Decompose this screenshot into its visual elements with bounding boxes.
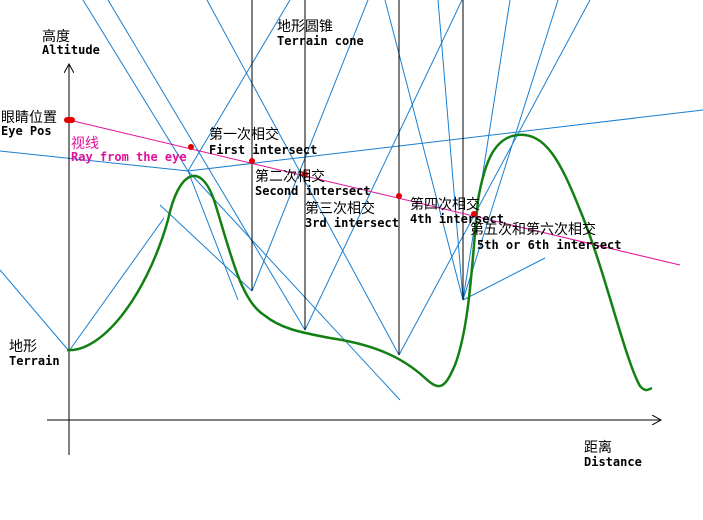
intersect-3-label-en: 3rd intersect <box>305 216 399 230</box>
intersect-2-label-en: Second intersect <box>255 184 371 198</box>
terrain-curve <box>66 133 653 392</box>
intersect-4-label-zh: 第四次相交 <box>410 196 480 213</box>
cone-line <box>187 0 291 172</box>
cone-label-zh: 地形圆锥 <box>277 19 333 35</box>
cone-line <box>0 269 70 352</box>
cone-line <box>159 204 253 292</box>
cone-line <box>384 0 464 301</box>
cone-line <box>462 257 546 301</box>
cone-line <box>82 0 189 172</box>
intersect-5-label-zh: 第五次和第六次相交 <box>470 221 596 238</box>
x-axis-label-zh: 距离 <box>584 439 612 456</box>
ray-label-en: Ray from the eye <box>71 150 187 164</box>
cone-line <box>187 170 401 401</box>
eye-label-zh: 眼睛位置 <box>1 110 57 126</box>
cone-line <box>107 0 306 331</box>
cone-line <box>437 0 464 301</box>
terrain-label-zh: 地形 <box>9 339 37 355</box>
intersect-point-1 <box>188 144 194 150</box>
intersect-1-label-zh: 第一次相交 <box>209 126 279 143</box>
cone-line <box>462 0 511 301</box>
x-axis-label-en: Distance <box>584 455 642 469</box>
vertical-lines <box>251 0 464 355</box>
cone-line <box>462 0 559 301</box>
cone-line <box>0 150 189 172</box>
terrain-label-en: Terrain <box>9 354 60 368</box>
intersect-1-label-en: First intersect <box>209 143 317 157</box>
cone-line <box>187 109 703 172</box>
cone-line <box>251 0 369 292</box>
intersect-3-label-zh: 第三次相交 <box>305 200 375 217</box>
intersect-4-label-en: 4th intersect <box>410 212 504 226</box>
intersect-point-2 <box>249 158 255 164</box>
intersect-point-5 <box>471 211 477 217</box>
ray-label-zh: 视线 <box>71 136 99 152</box>
intersect-2-label-zh: 第二次相交 <box>255 168 325 185</box>
intersect-point-4 <box>396 193 402 199</box>
intersect-points <box>188 144 477 217</box>
cone-line <box>187 170 239 301</box>
cone-line <box>398 0 591 356</box>
axes <box>47 65 660 455</box>
terrain-cones <box>0 0 703 401</box>
eye-label-en: Eye Pos <box>1 124 52 138</box>
cone-line <box>304 0 463 331</box>
cone-line <box>68 217 165 352</box>
eye-ray <box>68 119 681 266</box>
y-axis-label-en: Altitude <box>42 43 100 57</box>
intersect-5-label-en: 5th or 6th intersect <box>477 238 622 252</box>
intersect-point-3 <box>302 171 308 177</box>
cone-label-en: Terrain cone <box>277 34 364 48</box>
y-axis-label-zh: 高度 <box>42 28 70 45</box>
eye-position-marker <box>64 117 75 123</box>
cone-line <box>206 0 400 356</box>
